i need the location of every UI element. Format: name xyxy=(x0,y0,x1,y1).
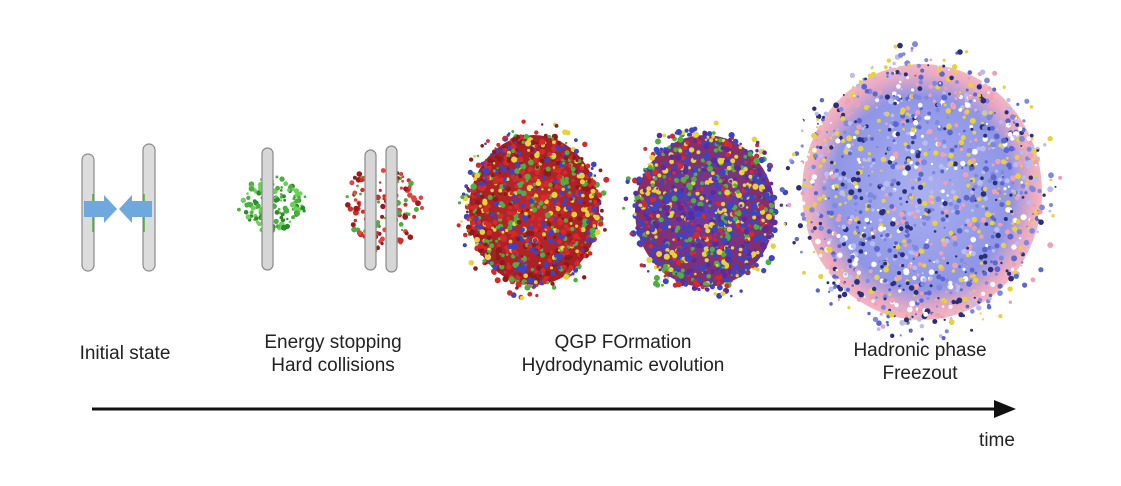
time-axis-arrowhead xyxy=(994,400,1016,418)
nucleus-hard-right xyxy=(385,145,398,273)
label-qgp-formation: QGP FOrmation Hydrodynamic evolution xyxy=(521,332,725,376)
collision-arrow-icon xyxy=(84,195,117,223)
hadronic-graphic xyxy=(779,41,1063,341)
label-hadronic-phase: Hadronic phase Freezout xyxy=(853,340,987,384)
collision-arrow-icon xyxy=(119,195,152,223)
label-initial-state: Initial state xyxy=(79,343,171,364)
time-axis-label: time xyxy=(979,430,1015,451)
energy-stopping-graphic xyxy=(237,145,424,273)
time-axis xyxy=(92,400,1016,418)
label-energy-stopping: Energy stopping Hard collisions xyxy=(264,332,402,376)
qgp-graphic xyxy=(456,119,789,301)
nucleus-stopping xyxy=(261,147,274,271)
nucleus-hard-left xyxy=(364,149,377,271)
initial-state-graphic xyxy=(81,143,156,272)
